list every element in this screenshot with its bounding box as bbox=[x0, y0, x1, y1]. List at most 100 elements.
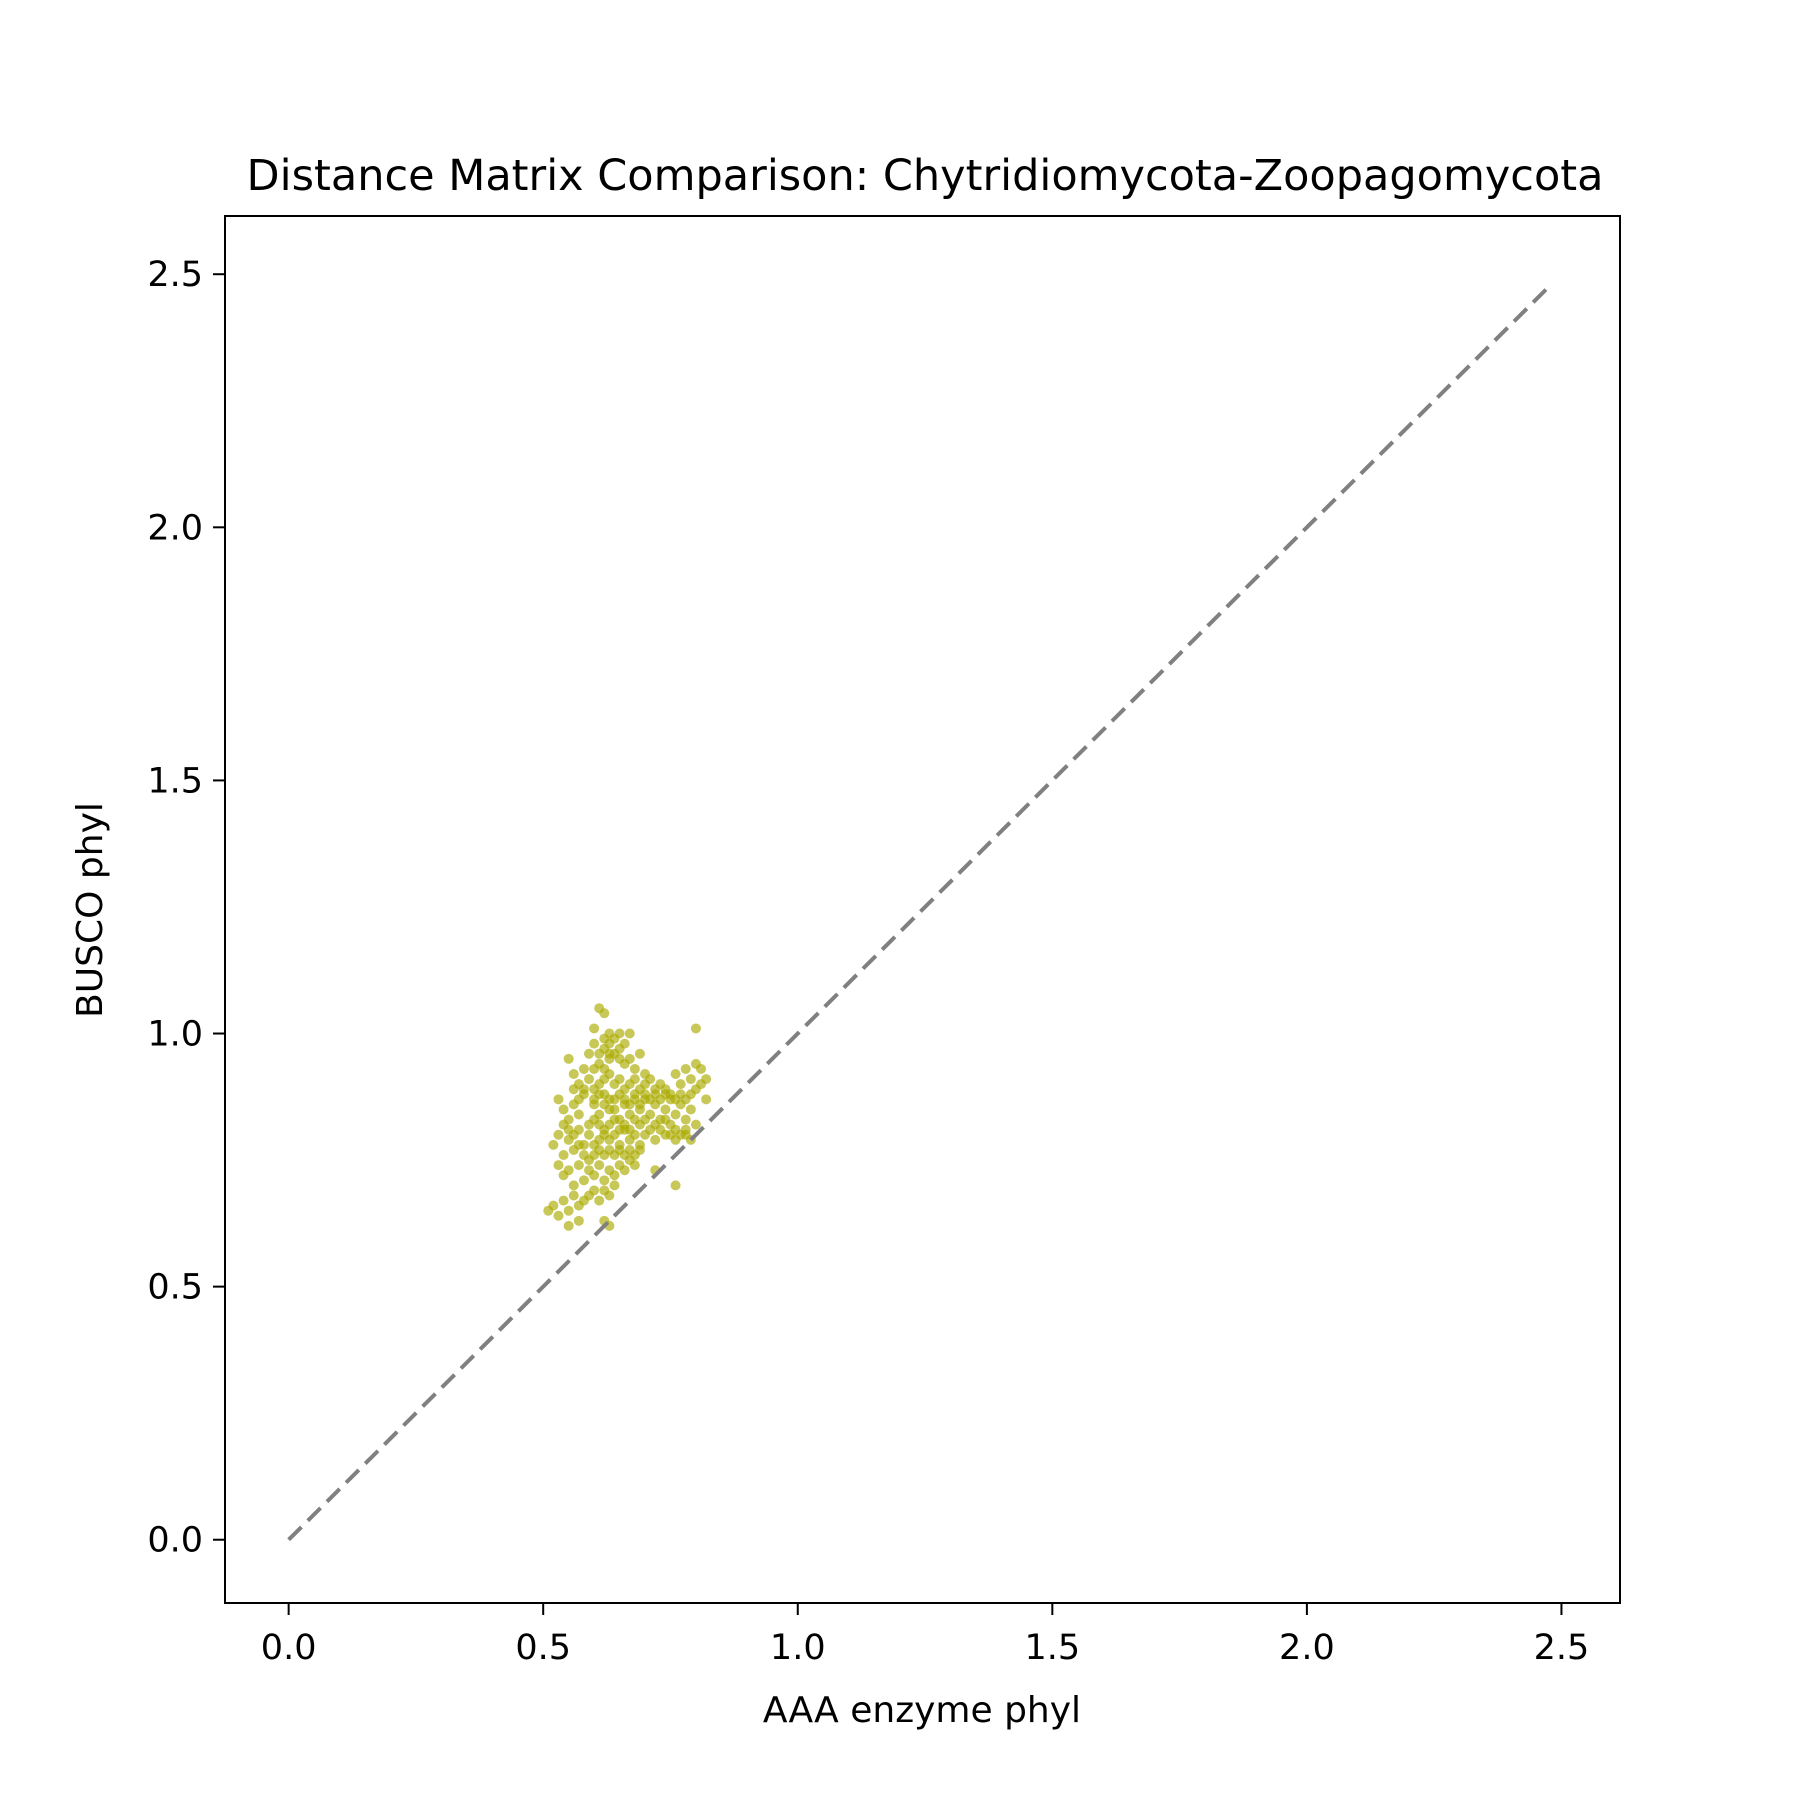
data-point bbox=[609, 1170, 620, 1181]
data-point bbox=[629, 1063, 640, 1074]
data-point bbox=[563, 1053, 574, 1064]
data-point bbox=[609, 1114, 620, 1125]
data-point bbox=[594, 1119, 605, 1130]
y-axis-ticks: 0.0 0.5 1.0 1.5 2.0 2.5 bbox=[147, 255, 225, 1561]
data-point bbox=[594, 1089, 605, 1100]
data-point bbox=[568, 1069, 579, 1080]
plot-area: 0.0 0.5 1.0 1.5 2.0 2.5 0.0 0.5 1.0 1.5 2.0 2.5 bbox=[147, 215, 1621, 1668]
data-point bbox=[584, 1129, 595, 1140]
data-point bbox=[660, 1114, 671, 1125]
data-point bbox=[589, 1023, 600, 1034]
data-point bbox=[701, 1074, 712, 1085]
data-point bbox=[624, 1028, 635, 1039]
data-point bbox=[634, 1048, 645, 1059]
data-point bbox=[619, 1038, 630, 1049]
data-point bbox=[680, 1114, 691, 1125]
data-point bbox=[589, 1038, 600, 1049]
data-point bbox=[696, 1063, 707, 1074]
data-point bbox=[670, 1069, 681, 1080]
x-tick-label: 0.0 bbox=[261, 1628, 317, 1668]
data-point bbox=[589, 1170, 600, 1181]
data-point bbox=[604, 1134, 615, 1145]
y-tick-label: 1.0 bbox=[147, 1015, 203, 1055]
data-point bbox=[584, 1048, 595, 1059]
data-point bbox=[624, 1124, 635, 1135]
y-tick-label: 2.0 bbox=[147, 508, 203, 548]
data-point bbox=[690, 1119, 701, 1130]
x-axis-label: AAA enzyme phyl bbox=[763, 1690, 1081, 1731]
data-point bbox=[553, 1094, 564, 1105]
data-point bbox=[594, 1195, 605, 1206]
data-point bbox=[604, 1190, 615, 1201]
data-point bbox=[578, 1063, 589, 1074]
plot-frame bbox=[224, 215, 1621, 1604]
data-point bbox=[614, 1053, 625, 1064]
data-point bbox=[553, 1210, 564, 1221]
data-point bbox=[670, 1109, 681, 1120]
x-tick-label: 2.0 bbox=[1279, 1628, 1335, 1668]
data-point bbox=[624, 1053, 635, 1064]
data-point bbox=[655, 1124, 666, 1135]
data-point bbox=[701, 1094, 712, 1105]
data-point bbox=[573, 1094, 584, 1105]
data-point bbox=[660, 1104, 671, 1115]
data-point bbox=[578, 1175, 589, 1186]
data-point bbox=[558, 1119, 569, 1130]
data-point bbox=[558, 1150, 569, 1161]
data-point bbox=[568, 1180, 579, 1191]
y-tick-label: 1.5 bbox=[147, 761, 203, 801]
data-point bbox=[680, 1124, 691, 1135]
data-point bbox=[563, 1165, 574, 1176]
data-point bbox=[563, 1220, 574, 1231]
data-point bbox=[599, 1063, 610, 1074]
data-point bbox=[634, 1144, 645, 1155]
data-point bbox=[568, 1190, 579, 1201]
data-point bbox=[609, 1104, 620, 1115]
data-point bbox=[553, 1160, 564, 1171]
data-point bbox=[568, 1084, 579, 1095]
data-point bbox=[655, 1094, 666, 1105]
data-point bbox=[548, 1200, 559, 1211]
data-point bbox=[640, 1114, 651, 1125]
data-point bbox=[670, 1180, 681, 1191]
data-point bbox=[573, 1215, 584, 1226]
data-point bbox=[604, 1094, 615, 1105]
x-tick-label: 1.0 bbox=[770, 1628, 826, 1668]
data-point bbox=[634, 1099, 645, 1110]
data-point bbox=[614, 1074, 625, 1085]
data-point bbox=[553, 1129, 564, 1140]
x-tick-label: 2.5 bbox=[1534, 1628, 1590, 1668]
data-point bbox=[619, 1165, 630, 1176]
data-point bbox=[640, 1079, 651, 1090]
x-tick-label: 0.5 bbox=[515, 1628, 571, 1668]
data-point bbox=[685, 1104, 696, 1115]
data-point bbox=[584, 1155, 595, 1166]
x-axis-ticks: 0.0 0.5 1.0 1.5 2.0 2.5 bbox=[261, 1603, 1589, 1668]
data-point bbox=[599, 1150, 610, 1161]
data-point bbox=[589, 1063, 600, 1074]
data-point bbox=[675, 1079, 686, 1090]
data-point bbox=[685, 1074, 696, 1085]
data-point bbox=[578, 1084, 589, 1095]
data-point bbox=[629, 1074, 640, 1085]
data-point bbox=[594, 1048, 605, 1059]
chart-title: Distance Matrix Comparison: Chytridiomyc… bbox=[247, 151, 1604, 201]
data-point bbox=[594, 1160, 605, 1171]
data-point bbox=[573, 1160, 584, 1171]
y-axis-label: BUSCO phyl bbox=[70, 802, 111, 1018]
x-tick-label: 1.5 bbox=[1024, 1628, 1080, 1668]
data-point bbox=[609, 1033, 620, 1044]
y-tick-label: 2.5 bbox=[147, 255, 203, 295]
data-point bbox=[609, 1180, 620, 1191]
data-point bbox=[563, 1205, 574, 1216]
data-point bbox=[548, 1139, 559, 1150]
data-point bbox=[680, 1063, 691, 1074]
data-point bbox=[589, 1185, 600, 1196]
y-tick-label: 0.0 bbox=[147, 1521, 203, 1561]
data-point bbox=[650, 1134, 661, 1145]
data-point bbox=[604, 1048, 615, 1059]
data-point bbox=[573, 1109, 584, 1120]
y-tick-label: 0.5 bbox=[147, 1268, 203, 1308]
data-point bbox=[584, 1074, 595, 1085]
